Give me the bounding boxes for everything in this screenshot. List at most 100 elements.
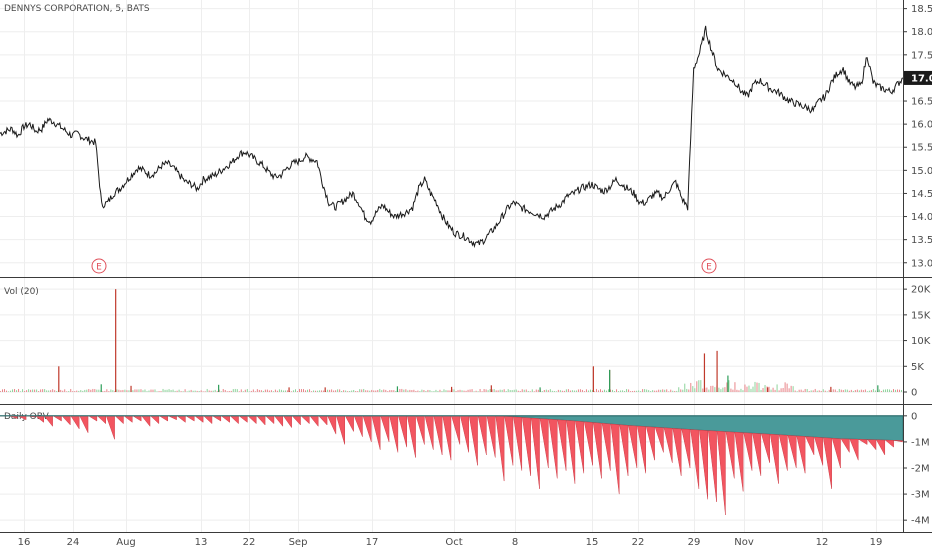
volume-bar (826, 391, 828, 392)
volume-bar (541, 391, 543, 392)
volume-bar (50, 390, 52, 392)
volume-bar (702, 388, 704, 392)
volume-bar (86, 389, 88, 392)
volume-spike (703, 353, 706, 392)
volume-bar (10, 390, 12, 392)
volume-bar (838, 388, 840, 392)
volume-bar (60, 389, 62, 392)
volume-spike (830, 386, 832, 392)
time-axis: 16 24 Aug 13 22 Sep 17 Oct 8 15 22 29 Nov 12 19 (18, 537, 883, 548)
volume-bar (616, 389, 618, 392)
volume-bar (583, 391, 585, 392)
volume-bar (365, 390, 367, 392)
volume-bar (110, 389, 112, 392)
volume-bar (852, 390, 854, 392)
obv-red-spike (823, 437, 832, 489)
volume-bar (786, 383, 788, 392)
volume-bar (491, 389, 493, 392)
obv-red-spike (477, 415, 487, 456)
volume-bar (224, 389, 226, 392)
volume-bar (102, 391, 104, 392)
volume-bar (210, 390, 212, 392)
price-tick-label: 15.50 (911, 143, 932, 154)
obv-red-spike (619, 424, 629, 476)
obv-red-spike (468, 415, 478, 466)
volume-bar (188, 390, 190, 392)
price-tick-label: 16.00 (911, 120, 932, 131)
obv-red-spike (406, 415, 416, 458)
volume-bar (894, 389, 896, 392)
obv-red-spike (637, 425, 647, 474)
obv-red-spike (583, 421, 593, 466)
volume-bar (730, 388, 732, 392)
volume-bar (42, 389, 44, 392)
volume-bar (736, 389, 738, 392)
volume-bar (339, 389, 341, 392)
volume-bar (321, 390, 323, 392)
volume-bar (483, 389, 485, 392)
obv-red-spike (645, 426, 655, 461)
volume-bar (684, 383, 686, 392)
volume-bar (449, 390, 451, 392)
obv-tick-label: -4M (911, 516, 930, 527)
obv-red-spike (663, 427, 673, 463)
volume-bar (610, 389, 612, 392)
volume-bar (244, 389, 246, 392)
volume-bar (734, 382, 736, 392)
volume-bar (878, 389, 880, 392)
volume-title: Vol (20) (4, 287, 39, 297)
volume-bar (457, 390, 459, 392)
volume-bar (294, 389, 296, 392)
volume-bar (56, 390, 58, 392)
volume-bar (124, 389, 126, 392)
volume-bar (682, 389, 684, 392)
volume-bar (118, 389, 120, 392)
obv-red-spike (114, 415, 124, 425)
volume-bar (16, 390, 18, 392)
volume-bar (108, 391, 110, 392)
time-label: 13 (195, 537, 208, 548)
volume-bar (200, 390, 202, 392)
volume-bar (375, 390, 377, 392)
volume-bar (507, 389, 509, 392)
volume-bar (272, 391, 274, 392)
volume-bar (407, 390, 409, 392)
obv-red-spike (778, 434, 788, 471)
obv-red-spike (548, 418, 558, 479)
volume-bar (547, 390, 549, 392)
volume-bar (419, 391, 421, 392)
volume-bar (517, 390, 519, 392)
volume-bar (443, 389, 445, 392)
volume-bar (501, 389, 503, 392)
volume-bar (618, 391, 620, 392)
volume-bar (776, 384, 778, 392)
obv-red-spike (814, 436, 824, 466)
volume-bar (820, 390, 822, 392)
volume-bar (806, 389, 808, 392)
volume-bar (202, 391, 204, 392)
obv-red-spike (291, 415, 301, 426)
volume-bar (828, 389, 830, 392)
volume-bar (250, 390, 252, 392)
last-price-box (904, 70, 932, 85)
volume-bar (192, 390, 194, 392)
volume-bar (331, 389, 333, 392)
obv-axis: 0 -1M -2M -3M -4M (903, 411, 930, 527)
volume-bar (389, 390, 391, 392)
obv-tick-label: 0 (911, 411, 917, 422)
volume-bar (18, 388, 20, 392)
obv-red-spike (131, 415, 142, 422)
volume-bar (822, 389, 824, 392)
obv-red-spike (707, 430, 717, 502)
volume-bar (652, 390, 654, 392)
volume-bar (648, 390, 650, 392)
volume-bar (519, 390, 521, 392)
volume-bar (196, 390, 198, 392)
volume-bar (242, 391, 244, 392)
volume-spike (324, 387, 326, 392)
volume-bar (487, 390, 489, 392)
volume-bar (80, 390, 82, 392)
obv-red-spike (371, 415, 381, 450)
volume-bar (415, 390, 417, 392)
volume-bar (804, 388, 806, 392)
